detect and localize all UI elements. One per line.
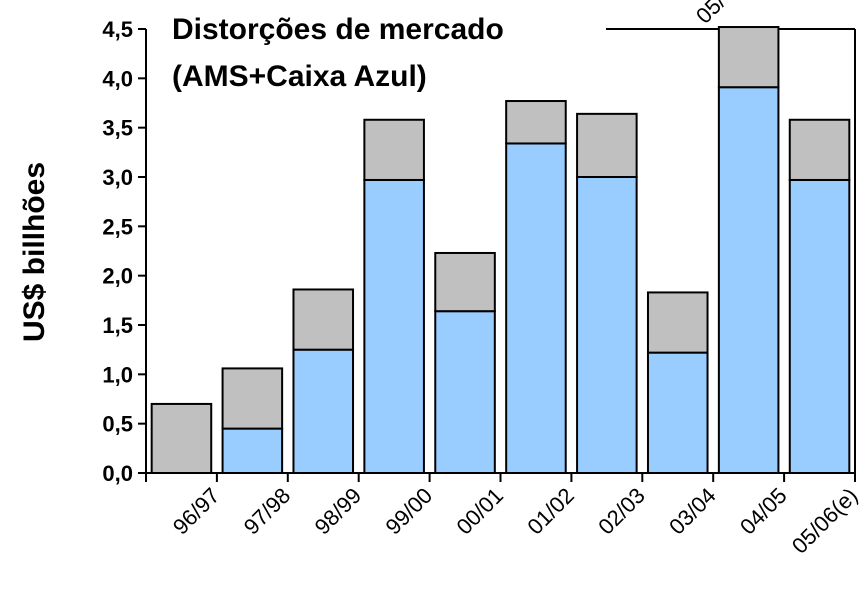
y-tick-label: 4,5	[102, 17, 133, 42]
y-tick-label: 2,5	[102, 214, 133, 239]
bar-segment-1-00/01	[434, 251, 496, 313]
x-tick-label: 98/99	[310, 483, 367, 540]
bar-segment-1-98/99	[292, 288, 355, 351]
y-axis-label: US$ billhões	[18, 162, 51, 342]
x-tick-label: 99/00	[381, 483, 438, 540]
bar-segment-1-96/97	[150, 402, 213, 474]
x-tick-label: 00/01	[451, 483, 508, 540]
y-axis-ticks: 0,0 0,5 1,0 1,5 2,0 2,5 3,0 3,5 4,0 4,5	[102, 17, 146, 486]
x-tick-label: 97/98	[239, 483, 296, 540]
bar-segment-1-97/98	[221, 367, 284, 430]
bars-group	[150, 26, 851, 475]
x-tick-label: 02/03	[593, 483, 650, 540]
x-axis-ticks: 96/97 97/98 98/99 99/00 00/01 01/02 02/03 03/04…	[145, 473, 863, 559]
bar-segment-1-01/02	[505, 100, 567, 145]
x-tick-label: 01/02	[522, 483, 579, 540]
x-tick-label: 96/97	[168, 483, 225, 540]
y-tick-label: 1,5	[102, 313, 133, 338]
bar-segment-0-03/04	[646, 351, 709, 475]
bar-segment-1-02/03	[576, 112, 638, 178]
y-tick-label: 3,0	[102, 165, 133, 190]
bar-segment-0-01/02	[505, 142, 567, 474]
chart-title-line-1: Distorções de mercado	[172, 13, 504, 46]
bar-segment-1-03/04	[646, 291, 709, 354]
bar-segment-1-99/00	[363, 118, 425, 181]
y-tick-label: 4,0	[102, 66, 133, 91]
x-tick-label: 05/06(e)	[787, 483, 863, 559]
y-tick-label: 1,0	[102, 362, 133, 387]
bar-segment-1-05/06(e)	[788, 118, 851, 181]
bar-segment-0-04/05	[717, 86, 780, 474]
bar-segment-0-00/01	[434, 310, 496, 475]
y-tick-label: 0,5	[102, 412, 133, 437]
x-tick-label: 04/05	[735, 483, 792, 540]
y-tick-label: 0,0	[102, 461, 133, 486]
bar-segment-0-98/99	[292, 348, 355, 474]
bar-segment-0-02/03	[576, 176, 638, 474]
overflow-label: 05/	[691, 0, 731, 28]
bar-segment-0-05/06(e)	[788, 178, 851, 475]
y-tick-label: 2,0	[102, 264, 133, 289]
bar-segment-0-99/00	[363, 178, 425, 475]
chart-title-line-2: (AMS+Caixa Azul)	[172, 60, 427, 93]
y-tick-label: 3,5	[102, 116, 133, 141]
bar-segment-0-97/98	[221, 427, 284, 475]
x-tick-label: 03/04	[664, 483, 721, 540]
bar-segment-1-04/05	[717, 26, 780, 89]
